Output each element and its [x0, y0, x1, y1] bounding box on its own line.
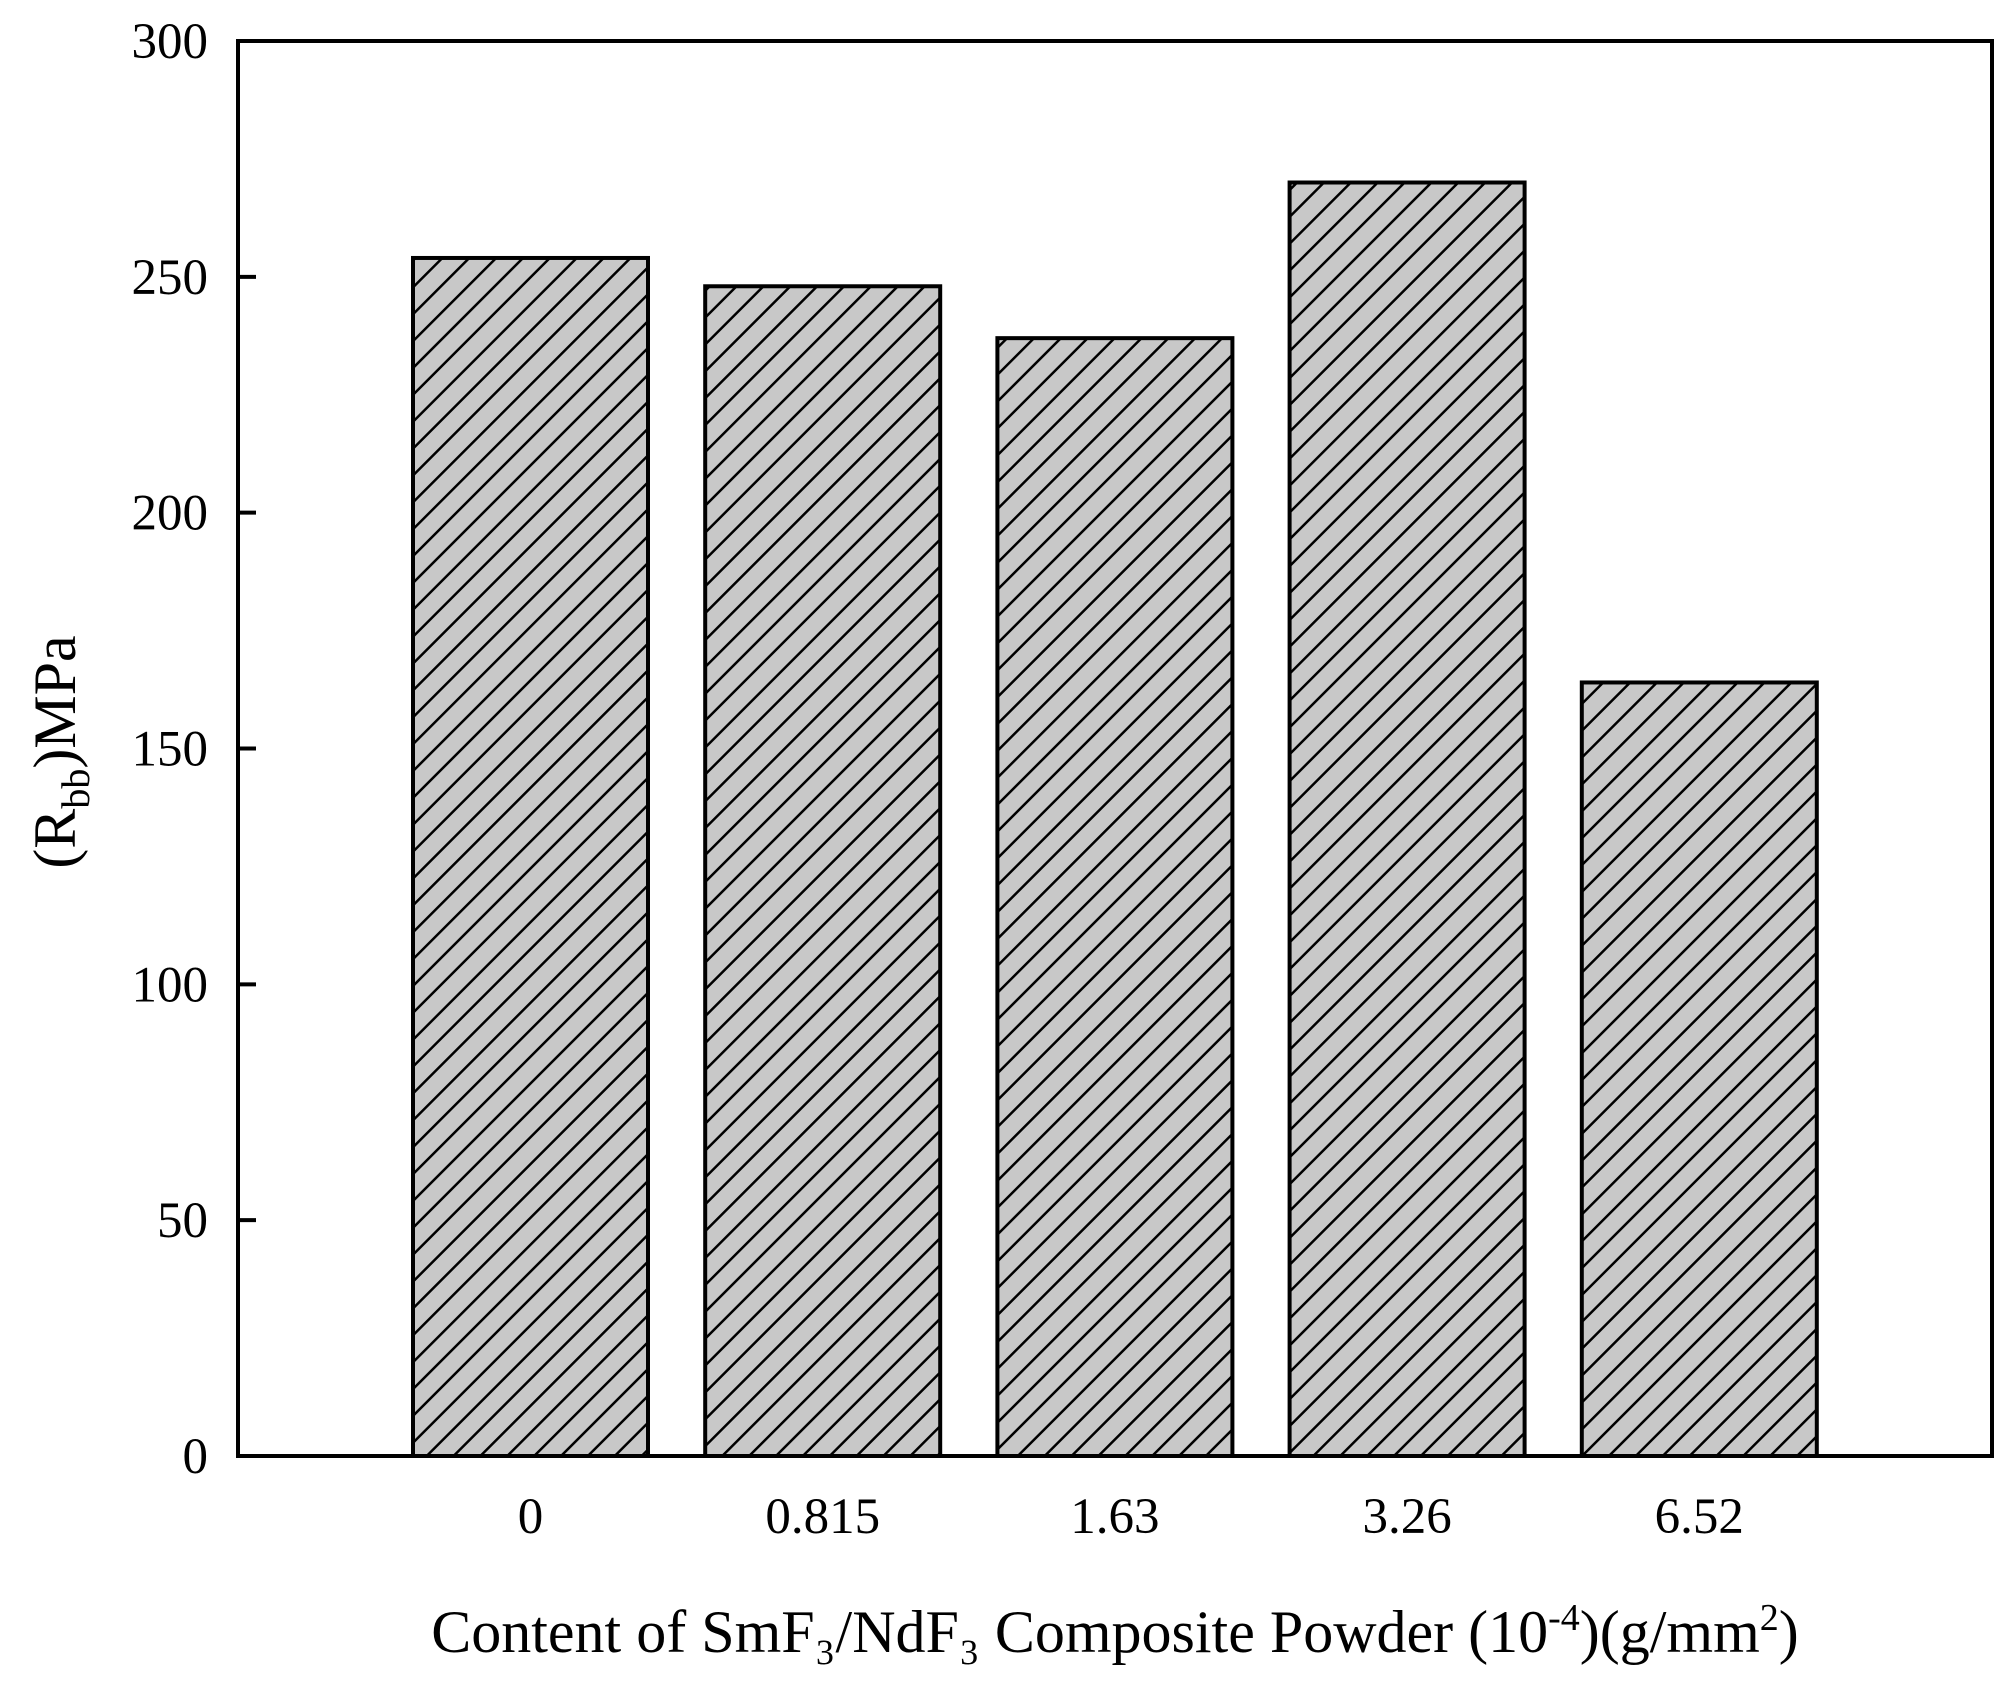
- bar-0.815: [703, 284, 943, 1458]
- x-tick-label: 0.815: [765, 1489, 880, 1545]
- y-tick-label: 300: [132, 14, 209, 70]
- bar-3.26: [1287, 180, 1527, 1458]
- x-tick-label: 3.26: [1362, 1489, 1451, 1545]
- y-tick-label: 200: [132, 486, 209, 542]
- y-tick-label: 150: [132, 722, 209, 778]
- y-tick-label: 50: [157, 1193, 208, 1249]
- x-axis-title: Content of SmF₃/NdF₃ Composite Powder (1…: [431, 1597, 1799, 1665]
- x-tick-label: 1.63: [1070, 1489, 1159, 1545]
- y-tick-label: 100: [132, 957, 209, 1013]
- x-tick-label: 6.52: [1655, 1489, 1744, 1545]
- bar-0: [411, 255, 650, 1458]
- y-tick-label: 250: [132, 250, 209, 306]
- bar-1.63: [995, 336, 1235, 1458]
- x-tick-label: 0: [518, 1489, 544, 1545]
- bar-6.52: [1579, 680, 1819, 1458]
- y-axis-title: (Rbb)MPa: [22, 635, 98, 868]
- y-tick-label: 0: [183, 1429, 209, 1485]
